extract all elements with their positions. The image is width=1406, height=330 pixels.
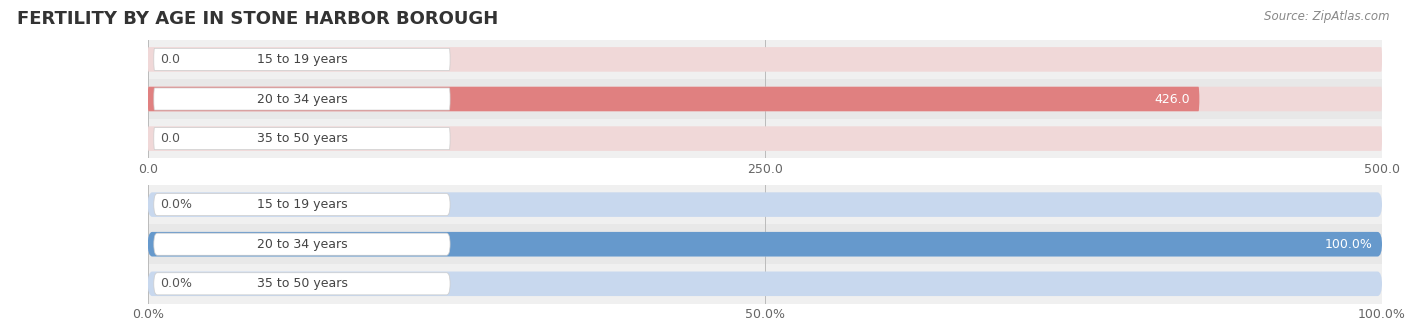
Bar — [148, 119, 1382, 158]
Text: 20 to 34 years: 20 to 34 years — [257, 92, 347, 106]
Text: 100.0%: 100.0% — [1324, 238, 1372, 251]
Bar — [148, 224, 1382, 264]
Text: 0.0: 0.0 — [160, 132, 180, 145]
FancyBboxPatch shape — [148, 87, 1382, 111]
Bar — [148, 79, 1382, 119]
FancyBboxPatch shape — [153, 233, 450, 255]
FancyBboxPatch shape — [148, 192, 1382, 217]
Text: 0.0: 0.0 — [160, 53, 180, 66]
Text: 20 to 34 years: 20 to 34 years — [257, 238, 347, 251]
FancyBboxPatch shape — [148, 126, 1382, 151]
Bar — [148, 40, 1382, 79]
Bar — [148, 264, 1382, 304]
Text: 35 to 50 years: 35 to 50 years — [256, 132, 347, 145]
FancyBboxPatch shape — [153, 128, 450, 149]
Text: 0.0%: 0.0% — [160, 277, 193, 290]
FancyBboxPatch shape — [148, 47, 1382, 72]
FancyBboxPatch shape — [148, 272, 1382, 296]
Text: 0.0%: 0.0% — [160, 198, 193, 211]
Text: 15 to 19 years: 15 to 19 years — [257, 198, 347, 211]
Text: FERTILITY BY AGE IN STONE HARBOR BOROUGH: FERTILITY BY AGE IN STONE HARBOR BOROUGH — [17, 10, 498, 28]
FancyBboxPatch shape — [148, 87, 1199, 111]
Bar — [148, 185, 1382, 224]
FancyBboxPatch shape — [153, 88, 450, 110]
FancyBboxPatch shape — [148, 232, 1382, 256]
FancyBboxPatch shape — [153, 194, 450, 215]
Text: Source: ZipAtlas.com: Source: ZipAtlas.com — [1264, 10, 1389, 23]
Text: 35 to 50 years: 35 to 50 years — [256, 277, 347, 290]
FancyBboxPatch shape — [153, 49, 450, 70]
FancyBboxPatch shape — [148, 232, 1382, 256]
FancyBboxPatch shape — [153, 273, 450, 295]
Text: 426.0: 426.0 — [1154, 92, 1189, 106]
Text: 15 to 19 years: 15 to 19 years — [257, 53, 347, 66]
